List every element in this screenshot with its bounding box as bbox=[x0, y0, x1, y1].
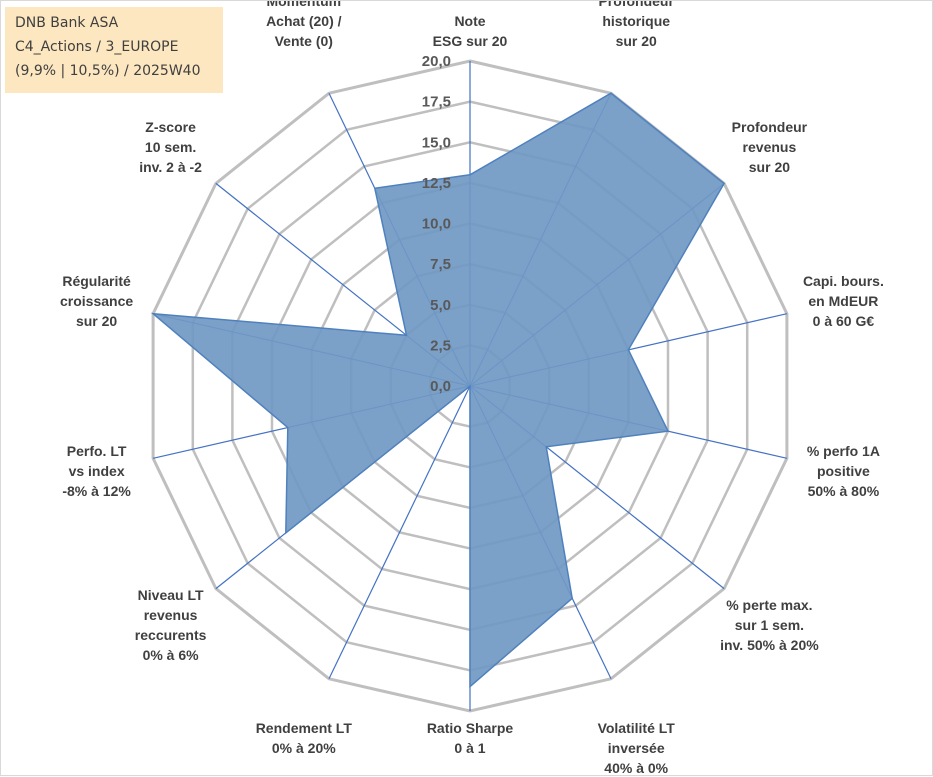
axis-label-line: 0% à 20% bbox=[272, 740, 336, 756]
axis-label-line: Capi. bours. bbox=[803, 273, 884, 289]
tick-label: 5,0 bbox=[430, 297, 451, 314]
tick-label: 15,0 bbox=[422, 134, 451, 151]
axis-label-line: Volatilité LT bbox=[598, 720, 676, 736]
axis-label-line: sur 20 bbox=[616, 33, 657, 49]
axis-label-line: Ratio Sharpe bbox=[427, 720, 514, 736]
axis-label-line: 10 sem. bbox=[145, 139, 196, 155]
axis-label-line: inv. 50% à 20% bbox=[720, 637, 819, 653]
axis-label: Perfo. LT vs index -8% à 12% bbox=[62, 443, 131, 499]
axis-label-line: revenus bbox=[743, 139, 797, 155]
info-title: DNB Bank ASA bbox=[15, 11, 223, 35]
axis-label-line: Profondeur bbox=[732, 119, 808, 135]
axis-label-line: 50% à 80% bbox=[808, 483, 880, 499]
axis-label-line: vs index bbox=[69, 463, 125, 479]
axis-label: Profondeur revenus sur 20 bbox=[732, 119, 808, 175]
axis-label-line: 0 à 60 G€ bbox=[813, 313, 875, 329]
axis-label-line: ESG sur 20 bbox=[433, 33, 508, 49]
axis-label: % perte max. sur 1 sem. inv. 50% à 20% bbox=[720, 597, 819, 653]
axis-label-line: historique bbox=[602, 13, 670, 29]
axis-label-line: sur 1 sem. bbox=[735, 617, 804, 633]
axis-label: Profondeur historique sur 20 bbox=[598, 1, 674, 49]
info-category: C4_Actions / 3_EUROPE bbox=[15, 35, 223, 59]
axis-label-line: Achat (20) / bbox=[266, 13, 342, 29]
axis-label-line: % perte max. bbox=[726, 597, 812, 613]
axis-label-line: sur 20 bbox=[76, 313, 117, 329]
axis-label: Z-score 10 sem. inv. 2 à -2 bbox=[139, 119, 202, 175]
axis-label: Niveau LT revenus reccurents 0% à 6% bbox=[135, 587, 207, 663]
tick-label: 17,5 bbox=[422, 94, 451, 111]
axis-label: Momentum Achat (20) / Vente (0) bbox=[266, 1, 342, 49]
tick-label: 20,0 bbox=[422, 53, 451, 70]
tick-label: 12,5 bbox=[422, 175, 451, 192]
axis-label-line: Note bbox=[454, 13, 485, 29]
axis-label: Capi. bours. en MdEUR 0 à 60 G€ bbox=[803, 273, 884, 329]
axis-label-line: revenus bbox=[144, 607, 198, 623]
axis-label-line: -8% à 12% bbox=[62, 483, 131, 499]
axis-label-line: inv. 2 à -2 bbox=[139, 159, 202, 175]
axis-label-line: Z-score bbox=[145, 119, 196, 135]
axis-label-line: sur 20 bbox=[749, 159, 790, 175]
axis-label-line: inversée bbox=[608, 740, 665, 756]
axis-label: Rendement LT 0% à 20% bbox=[256, 720, 353, 756]
axis-label-line: reccurents bbox=[135, 627, 207, 643]
axis-label-line: Profondeur bbox=[598, 1, 674, 9]
tick-label: 2,5 bbox=[430, 337, 451, 354]
axis-label-line: Momentum bbox=[266, 1, 341, 9]
axis-label-line: 0% à 6% bbox=[143, 647, 200, 663]
axis-label-line: Rendement LT bbox=[256, 720, 353, 736]
axis-label: Ratio Sharpe 0 à 1 bbox=[427, 720, 514, 756]
axis-label-line: Perfo. LT bbox=[67, 443, 127, 459]
info-box: DNB Bank ASA C4_Actions / 3_EUROPE (9,9%… bbox=[5, 7, 223, 93]
axis-label: Volatilité LT inversée 40% à 0% bbox=[598, 720, 676, 776]
axis-label-line: Niveau LT bbox=[138, 587, 204, 603]
axis-label-line: 40% à 0% bbox=[604, 760, 668, 776]
axis-label-line: Régularité bbox=[62, 273, 131, 289]
axis-label-line: en MdEUR bbox=[808, 293, 878, 309]
tick-label: 7,5 bbox=[430, 256, 451, 273]
axis-label-line: croissance bbox=[60, 293, 133, 309]
axis-label-line: % perfo 1A bbox=[807, 443, 880, 459]
tick-label: 0,0 bbox=[430, 378, 451, 395]
axis-label-line: Vente (0) bbox=[275, 33, 333, 49]
axis-label: % perfo 1A positive 50% à 80% bbox=[807, 443, 880, 499]
info-stats: (9,9% | 10,5%) / 2025W40 bbox=[15, 59, 223, 83]
axis-label: Régularité croissance sur 20 bbox=[60, 273, 133, 329]
axis-label-line: positive bbox=[817, 463, 870, 479]
tick-label: 10,0 bbox=[422, 216, 451, 233]
axis-label: Note ESG sur 20 bbox=[433, 13, 508, 49]
axis-label-line: 0 à 1 bbox=[454, 740, 485, 756]
